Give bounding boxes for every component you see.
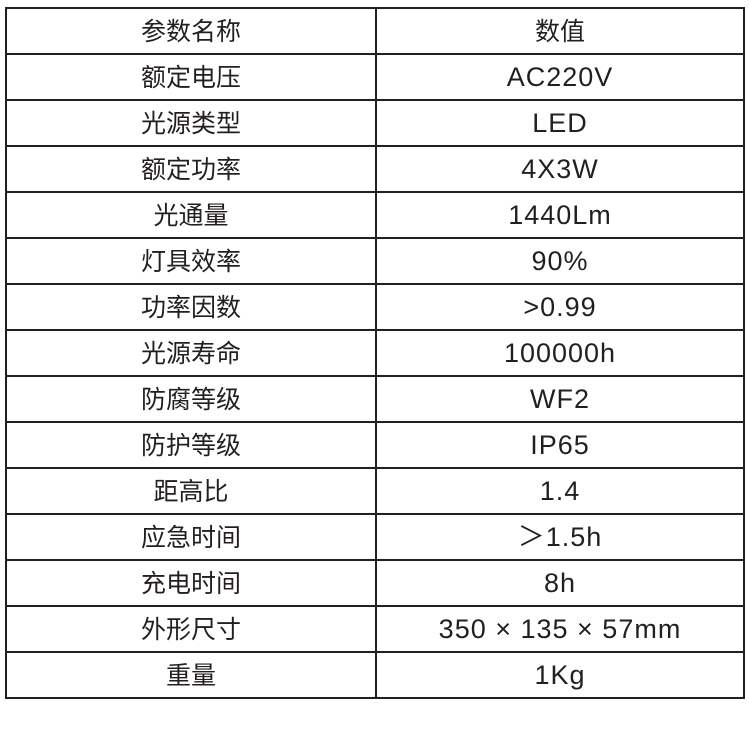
- parameter-value-cell: IP65: [375, 421, 745, 469]
- parameter-value-cell: WF2: [375, 375, 745, 423]
- parameter-value-cell: 100000h: [375, 329, 745, 377]
- header-parameter-name: 参数名称: [5, 7, 377, 55]
- parameter-name-cell: 额定功率: [5, 145, 377, 193]
- parameter-value-cell: LED: [375, 99, 745, 147]
- table-row: 灯具效率 90%: [5, 237, 745, 285]
- table-row: 外形尺寸 350 × 135 × 57mm: [5, 605, 745, 653]
- parameter-value-cell: 1.4: [375, 467, 745, 515]
- parameter-value-cell: 90%: [375, 237, 745, 285]
- table-row: 额定电压 AC220V: [5, 53, 745, 101]
- parameter-name-cell: 防腐等级: [5, 375, 377, 423]
- parameter-value-cell: 8h: [375, 559, 745, 607]
- table-header-row: 参数名称 数值: [5, 7, 745, 55]
- table-row: 防腐等级 WF2: [5, 375, 745, 423]
- table-row: 光通量 1440Lm: [5, 191, 745, 239]
- parameter-name-cell: 功率因数: [5, 283, 377, 331]
- parameter-name-cell: 应急时间: [5, 513, 377, 561]
- parameter-name-cell: 防护等级: [5, 421, 377, 469]
- parameter-value-cell: >0.99: [375, 283, 745, 331]
- parameter-name-cell: 光源寿命: [5, 329, 377, 377]
- parameter-value-cell: 350 × 135 × 57mm: [375, 605, 745, 653]
- table-row: 光源寿命 100000h: [5, 329, 745, 377]
- table-row: 额定功率 4X3W: [5, 145, 745, 193]
- parameter-name-cell: 距高比: [5, 467, 377, 515]
- table-row: 光源类型 LED: [5, 99, 745, 147]
- parameter-name-cell: 外形尺寸: [5, 605, 377, 653]
- table-row: 功率因数 >0.99: [5, 283, 745, 331]
- parameter-value-cell: 1440Lm: [375, 191, 745, 239]
- parameter-name-cell: 灯具效率: [5, 237, 377, 285]
- table-row: 防护等级 IP65: [5, 421, 745, 469]
- parameter-name-cell: 充电时间: [5, 559, 377, 607]
- table-row: 距高比 1.4: [5, 467, 745, 515]
- parameter-value-cell: 1Kg: [375, 651, 745, 699]
- parameter-value-cell: 4X3W: [375, 145, 745, 193]
- parameter-value-cell: AC220V: [375, 53, 745, 101]
- table-row: 重量 1Kg: [5, 651, 745, 699]
- table-row: 应急时间 ＞1.5h: [5, 513, 745, 561]
- parameter-name-cell: 额定电压: [5, 53, 377, 101]
- parameter-name-cell: 光源类型: [5, 99, 377, 147]
- table-row: 充电时间 8h: [5, 559, 745, 607]
- header-value: 数值: [375, 7, 745, 55]
- parameter-table: 参数名称 数值 额定电压 AC220V 光源类型 LED 额定功率 4X3W 光通量 1440…: [5, 7, 745, 699]
- parameter-name-cell: 光通量: [5, 191, 377, 239]
- parameter-value-cell: ＞1.5h: [375, 513, 745, 561]
- parameter-name-cell: 重量: [5, 651, 377, 699]
